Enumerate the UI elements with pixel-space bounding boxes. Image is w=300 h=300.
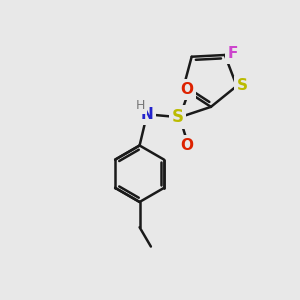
Text: O: O bbox=[181, 82, 194, 97]
Text: S: S bbox=[171, 108, 183, 126]
Text: N: N bbox=[141, 107, 153, 122]
Text: H: H bbox=[136, 100, 145, 112]
Text: F: F bbox=[228, 46, 238, 61]
Text: O: O bbox=[180, 138, 193, 153]
Text: S: S bbox=[237, 79, 248, 94]
